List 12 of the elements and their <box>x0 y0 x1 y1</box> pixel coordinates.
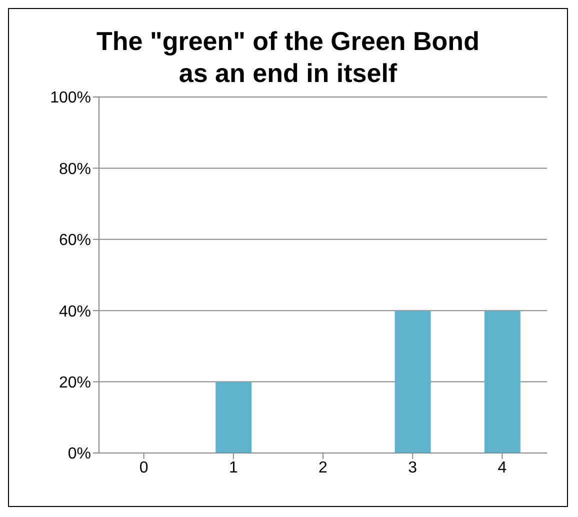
y-tick-label: 40% <box>58 303 91 320</box>
x-tick-label: 1 <box>228 459 238 476</box>
y-tick-label: 60% <box>58 232 91 250</box>
x-tick-label: 4 <box>498 459 507 476</box>
y-tick-label: 20% <box>58 374 91 392</box>
chart-title: The "green" of the Green Bond as an end in itself <box>96 25 480 89</box>
x-tick-label: 0 <box>139 459 148 476</box>
y-tick-label: 100% <box>50 90 91 107</box>
y-tick-label: 80% <box>58 160 91 178</box>
y-tick-label: 0% <box>68 446 91 463</box>
x-tick-label: 3 <box>408 459 418 476</box>
x-tick-label: 2 <box>318 459 328 476</box>
